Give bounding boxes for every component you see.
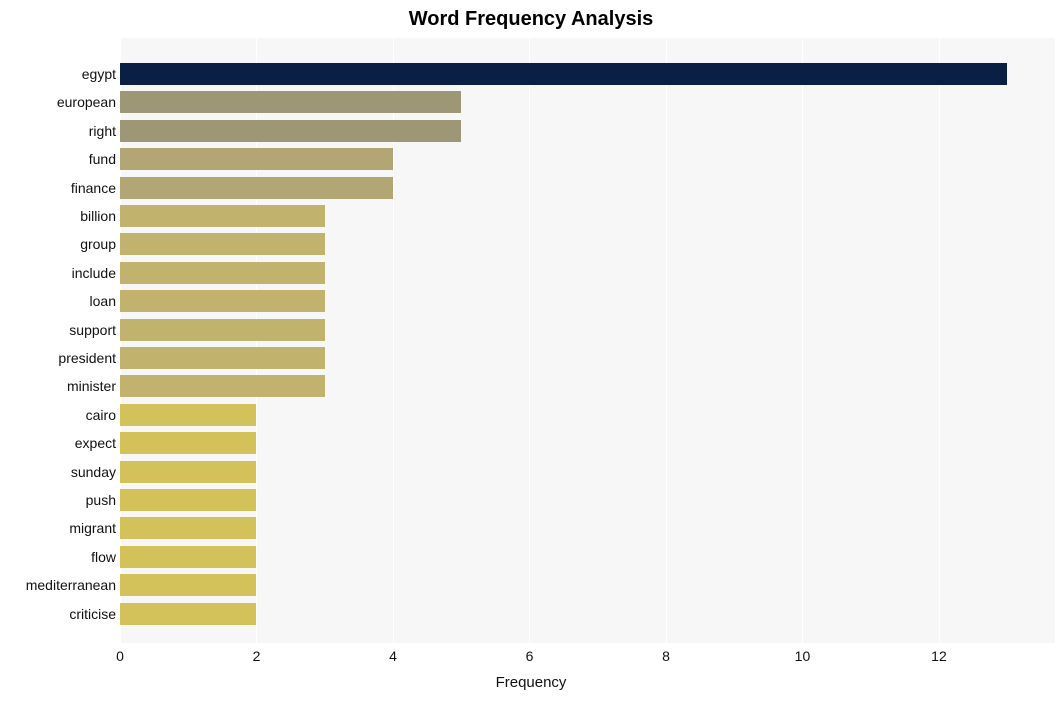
bar <box>120 546 256 568</box>
bar <box>120 461 256 483</box>
y-tick-label: push <box>86 492 116 508</box>
bar <box>120 489 256 511</box>
y-tick-label: mediterranean <box>26 577 116 593</box>
bar-row <box>120 347 325 369</box>
bar-row <box>120 177 393 199</box>
grid-line <box>666 38 667 643</box>
bar <box>120 574 256 596</box>
x-tick-label: 12 <box>931 648 947 664</box>
bar-row <box>120 546 256 568</box>
bar <box>120 347 325 369</box>
y-tick-label: european <box>57 94 116 110</box>
bar-row <box>120 461 256 483</box>
grid-line <box>529 38 530 643</box>
y-tick-label: right <box>89 123 116 139</box>
y-tick-label: billion <box>80 208 116 224</box>
y-tick-label: sunday <box>71 464 116 480</box>
bar-row <box>120 120 461 142</box>
grid-line <box>802 38 803 643</box>
y-tick-label: fund <box>89 151 116 167</box>
bar-row <box>120 233 325 255</box>
bar <box>120 205 325 227</box>
bar-row <box>120 432 256 454</box>
bar <box>120 262 325 284</box>
bar-row <box>120 63 1007 85</box>
bar <box>120 120 461 142</box>
grid-line <box>939 38 940 643</box>
y-tick-label: include <box>72 265 116 281</box>
bar-row <box>120 319 325 341</box>
bar <box>120 91 461 113</box>
bar <box>120 404 256 426</box>
y-tick-label: minister <box>67 378 116 394</box>
x-tick-label: 10 <box>795 648 811 664</box>
y-tick-label: flow <box>91 549 116 565</box>
y-tick-label: support <box>69 322 116 338</box>
bar <box>120 517 256 539</box>
y-tick-label: migrant <box>69 520 116 536</box>
bar-row <box>120 603 256 625</box>
bar <box>120 63 1007 85</box>
y-tick-label: finance <box>71 180 116 196</box>
x-tick-label: 2 <box>253 648 261 664</box>
bar-row <box>120 148 393 170</box>
bar-row <box>120 290 325 312</box>
bar <box>120 233 325 255</box>
bar <box>120 603 256 625</box>
bar <box>120 319 325 341</box>
y-tick-label: expect <box>75 435 116 451</box>
y-tick-label: president <box>58 350 116 366</box>
bar-row <box>120 574 256 596</box>
x-tick-label: 6 <box>526 648 534 664</box>
bar <box>120 432 256 454</box>
bar <box>120 148 393 170</box>
x-tick-label: 4 <box>389 648 397 664</box>
bar <box>120 375 325 397</box>
y-tick-label: loan <box>90 293 116 309</box>
y-tick-label: egypt <box>82 66 116 82</box>
bar-row <box>120 205 325 227</box>
bar-row <box>120 489 256 511</box>
bar-row <box>120 404 256 426</box>
x-tick-label: 0 <box>116 648 124 664</box>
bar-row <box>120 91 461 113</box>
y-tick-label: cairo <box>86 407 116 423</box>
plot-area <box>120 38 1055 643</box>
y-tick-label: group <box>80 236 116 252</box>
x-axis-label: Frequency <box>0 674 1062 691</box>
bar-row <box>120 517 256 539</box>
bar <box>120 177 393 199</box>
bar <box>120 290 325 312</box>
x-tick-label: 8 <box>662 648 670 664</box>
bar-row <box>120 262 325 284</box>
bar-row <box>120 375 325 397</box>
chart-title: Word Frequency Analysis <box>0 8 1062 31</box>
y-tick-label: criticise <box>69 606 116 622</box>
word-frequency-chart: Word Frequency Analysis Frequency 0 2 4 6 8 1… <box>0 0 1062 701</box>
